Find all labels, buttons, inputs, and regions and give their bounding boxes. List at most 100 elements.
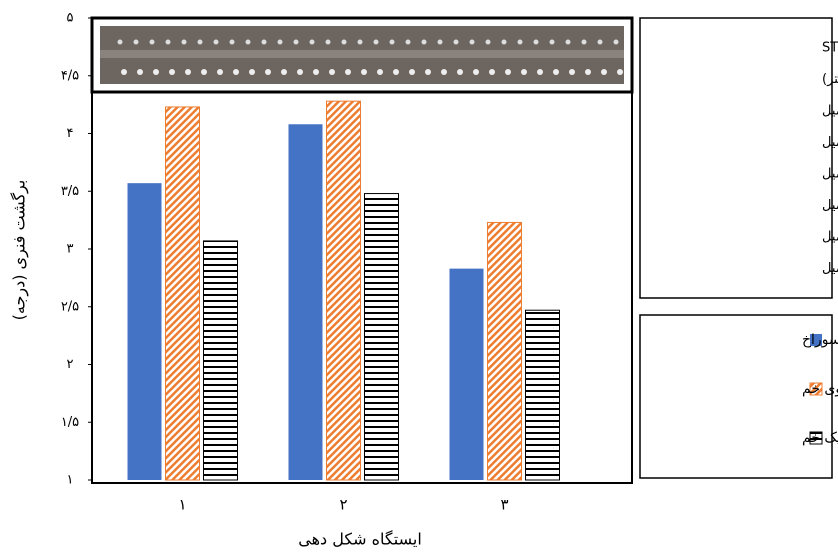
y-tick-label: ۲ — [67, 357, 74, 372]
hole — [377, 69, 383, 75]
profile-photo — [90, 16, 634, 94]
hole — [537, 69, 543, 75]
y-tick-label: ۴/۵ — [61, 68, 79, 83]
hole — [601, 69, 607, 75]
hole — [357, 39, 363, 45]
bar — [326, 100, 361, 481]
hole — [329, 69, 335, 75]
hole — [341, 39, 347, 45]
x-tick-label: ۳ — [500, 496, 508, 514]
hole — [549, 39, 555, 45]
x-tick-label: ۱ — [178, 496, 186, 514]
hole — [409, 69, 415, 75]
hole — [521, 69, 527, 75]
hole — [389, 39, 395, 45]
hole — [181, 39, 187, 45]
hole — [517, 39, 523, 45]
hole — [233, 69, 239, 75]
legend-label: نزدیک خم — [802, 430, 838, 446]
hole — [229, 39, 235, 45]
info-text: قطر سوراخ: ۱۵ میل — [822, 104, 838, 119]
legend-swatch — [809, 431, 823, 445]
hole — [265, 69, 271, 75]
bar — [288, 124, 323, 480]
hole — [425, 69, 431, 75]
hole — [405, 39, 411, 45]
legend-label: بدون سوراخ — [802, 332, 838, 348]
hole — [281, 69, 287, 75]
hole — [121, 69, 127, 75]
hole — [469, 39, 475, 45]
bar — [364, 193, 399, 481]
y-tick-label: ۱ — [67, 473, 74, 488]
hole — [313, 69, 319, 75]
hole — [325, 39, 331, 45]
hole — [617, 69, 623, 75]
info-text: طول پروفیل: ۱۲۰۰ میل — [822, 230, 838, 245]
hole — [345, 69, 351, 75]
y-tick-label: ۳ — [67, 242, 74, 257]
info-text: عرض پروفیل: ۸۵ میل — [822, 198, 838, 213]
bar — [525, 309, 560, 481]
hole — [501, 39, 507, 45]
legend-swatch — [809, 382, 823, 396]
hole — [185, 69, 191, 75]
hole — [533, 39, 539, 45]
hole — [309, 39, 315, 45]
hole — [277, 39, 283, 45]
hole — [297, 69, 303, 75]
hole — [149, 39, 155, 45]
photo-holes — [117, 39, 623, 75]
hole — [485, 39, 491, 45]
hole — [421, 39, 427, 45]
hole — [137, 69, 143, 75]
info-text: ضخامت: ۱ میل(میلی‌متر) — [822, 72, 838, 87]
y-tick-label: ۳/۵ — [61, 184, 79, 199]
y-tick-label: ۴ — [67, 126, 74, 141]
hole — [581, 39, 587, 45]
hole — [437, 39, 443, 45]
legend-box — [639, 314, 833, 479]
info-text: فاصله سوراخ ها: ۳۵ میل — [822, 135, 838, 150]
hole — [553, 69, 559, 75]
hole — [585, 69, 591, 75]
hole — [153, 69, 159, 75]
hole — [197, 39, 203, 45]
hole — [457, 69, 463, 75]
info-text: جنس: ST12 — [822, 41, 838, 56]
hole — [133, 39, 139, 45]
hole — [165, 39, 171, 45]
hole — [565, 39, 571, 45]
y-tick-label: ۲/۵ — [61, 299, 79, 314]
hole — [261, 39, 267, 45]
hole — [613, 39, 619, 45]
hole — [245, 39, 251, 45]
hole — [505, 69, 511, 75]
legend-swatch — [810, 334, 822, 346]
hole — [249, 69, 255, 75]
hole — [373, 39, 379, 45]
bar — [165, 106, 200, 481]
info-text: شعاع خم: ۲ میل — [822, 167, 838, 182]
hole — [569, 69, 575, 75]
hole — [293, 39, 299, 45]
bar — [487, 221, 522, 481]
bar — [203, 240, 238, 481]
hole — [393, 69, 399, 75]
hole — [213, 39, 219, 45]
info-text: فاصله ایستگاه: ۳۹۵ میل — [822, 260, 838, 276]
hole — [201, 69, 207, 75]
x-axis-title: ایستگاه شکل دهی — [298, 530, 422, 549]
bar — [449, 268, 484, 480]
hole — [217, 69, 223, 75]
hole — [441, 69, 447, 75]
hole — [361, 69, 367, 75]
hole — [169, 69, 175, 75]
hole — [473, 69, 479, 75]
legend-label: روی خم — [802, 381, 838, 397]
y-tick-label: ۱/۵ — [61, 415, 79, 430]
hole — [117, 39, 123, 45]
y-tick-label: ۵ — [67, 11, 74, 26]
x-tick-label: ۲ — [339, 496, 347, 514]
